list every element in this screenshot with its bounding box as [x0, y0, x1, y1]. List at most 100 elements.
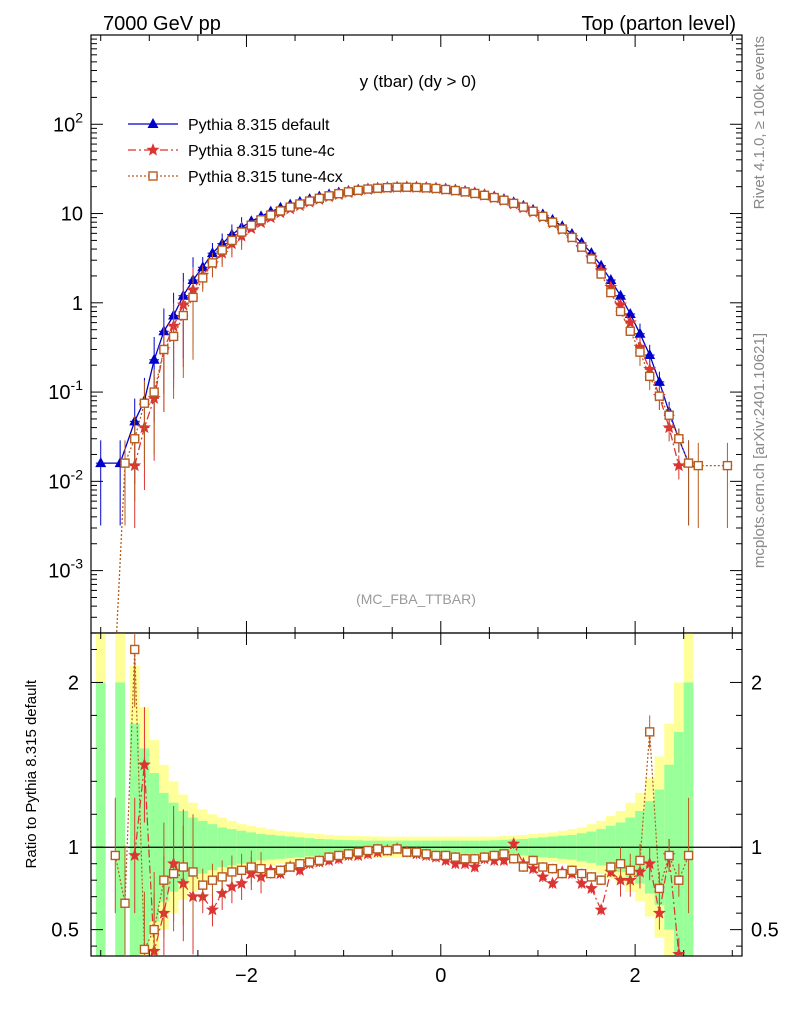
ratio-point: [489, 850, 499, 861]
ratio-panel: 0.5 0.5 1 1 2 2 −2 0 2: [51, 632, 779, 987]
data-point: [148, 353, 160, 364]
data-point: [644, 371, 655, 382]
y-tick-label: 1: [72, 293, 83, 315]
data-point: [567, 232, 577, 243]
ratio-point: [266, 868, 276, 879]
data-point: [256, 215, 266, 225]
ratio-y-tick-label-right: 2: [751, 672, 762, 694]
ratio-point: [470, 854, 480, 864]
data-point: [314, 193, 325, 204]
ratio-point: [468, 860, 482, 873]
ratio-point: [314, 855, 325, 866]
data-point: [149, 387, 159, 397]
ratio-point: [130, 644, 140, 655]
ratio-point: [606, 862, 616, 872]
data-point: [217, 245, 227, 255]
ratio-point: [615, 859, 626, 869]
ratio-point: [128, 848, 142, 861]
ratio-point: [635, 855, 645, 866]
ratio-point: [149, 924, 159, 935]
plot-title: y (tbar) (dy > 0): [360, 72, 477, 91]
y-tick-label: 10-2: [48, 466, 83, 493]
ratio-point: [110, 850, 120, 861]
data-point: [227, 235, 237, 246]
data-point: [402, 182, 412, 192]
data-point: [615, 306, 626, 317]
inner-band: [673, 731, 684, 956]
ratio-point: [528, 855, 538, 866]
data-point: [672, 458, 686, 472]
data-point: [635, 347, 645, 357]
data-point: [392, 182, 402, 192]
ratio-point: [586, 872, 597, 882]
ratio-point: [683, 850, 694, 861]
ratio-point: [382, 845, 393, 856]
series-line: [100, 186, 690, 464]
ratio-point: [372, 844, 383, 854]
data-point: [198, 273, 208, 283]
data-point: [372, 183, 383, 193]
data-point: [557, 224, 567, 234]
ratio-point: [557, 868, 567, 879]
data-point: [188, 292, 198, 303]
ratio-y-tick-label: 0.5: [51, 920, 79, 942]
ratio-y-tick-label-right: 1: [751, 837, 762, 859]
data-point: [693, 460, 703, 471]
data-point: [499, 195, 509, 205]
data-point: [470, 188, 480, 199]
ratio-point: [139, 944, 150, 955]
data-point: [304, 196, 315, 206]
data-point: [624, 307, 636, 318]
ratio-point: [392, 844, 402, 854]
ratio-frame: [90, 632, 743, 957]
ratio-point: [431, 850, 441, 861]
series-line: [115, 186, 728, 633]
data-point: [664, 410, 674, 420]
data-point: [538, 211, 548, 222]
ratio-point: [567, 865, 577, 876]
data-point: [653, 375, 665, 386]
ratio-point: [674, 875, 684, 885]
data-point: [615, 289, 627, 300]
ratio-point: [479, 852, 490, 862]
main-panel: 10-3 10-2 10-1 1 10 102: [48, 34, 743, 634]
data-point: [324, 191, 334, 201]
y-tick-label: 10-3: [48, 556, 83, 583]
ratio-point: [295, 859, 305, 869]
data-point: [206, 247, 218, 258]
data-point: [139, 398, 150, 408]
ratio-point: [285, 862, 295, 872]
ratio-point: [450, 852, 461, 862]
data-point: [343, 187, 354, 197]
ratio-point: [576, 868, 587, 879]
x-tick-label: −2: [235, 965, 258, 987]
ratio-point: [227, 867, 237, 877]
data-point: [130, 434, 140, 444]
ratio-y-tick-label: 1: [68, 837, 79, 859]
ratio-point: [353, 847, 363, 857]
ratio-point: [137, 757, 151, 771]
data-point: [654, 391, 665, 401]
ratio-point: [518, 862, 529, 872]
y-tick-label: 102: [53, 109, 83, 136]
ratio-point: [205, 903, 219, 916]
ratio-point: [672, 947, 686, 956]
ratio-point: [402, 847, 412, 857]
ratio-series: [110, 633, 694, 956]
ratio-point: [546, 876, 559, 889]
header-left: 7000 GeV pp: [103, 13, 221, 35]
data-point: [479, 190, 490, 201]
x-tick-label: 0: [435, 965, 446, 987]
ratio-point: [246, 862, 257, 872]
data-point: [382, 182, 393, 193]
data-point: [275, 206, 286, 216]
legend-marker: [146, 143, 160, 156]
ratio-point: [411, 847, 422, 857]
data-point: [674, 434, 684, 444]
data-point: [460, 187, 470, 197]
ratio-point: [575, 876, 589, 889]
ratio-y-tick-label: 2: [68, 672, 79, 694]
ratio-point: [625, 865, 635, 876]
ratio-point: [538, 862, 548, 872]
